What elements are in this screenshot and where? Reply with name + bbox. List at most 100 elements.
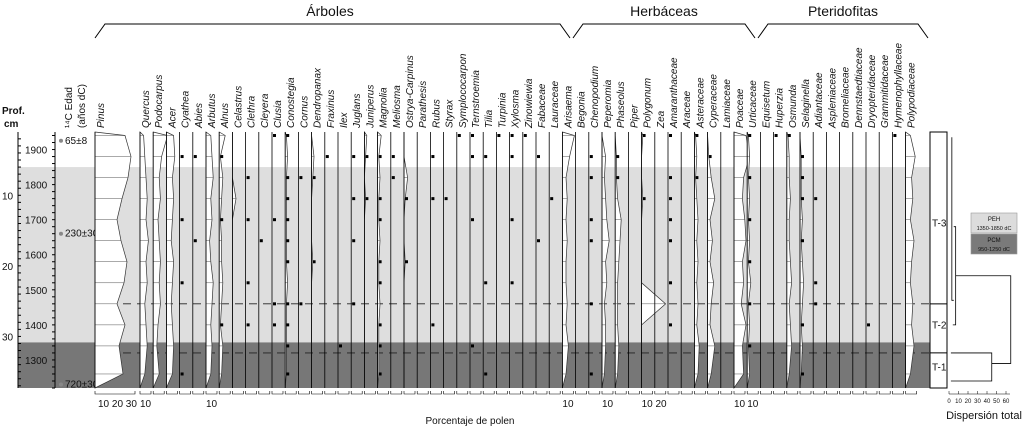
taxon-scale-bar (152, 391, 165, 395)
taxon-scale-bar (390, 391, 403, 395)
legend-label: PCM (987, 238, 1000, 244)
taxon-presence-dot (748, 176, 752, 180)
taxon-presence-dot (286, 218, 290, 222)
taxon-scale-bar (733, 391, 746, 395)
taxon-presence-dot (378, 281, 382, 285)
taxon-presence-dot (642, 134, 646, 138)
taxon-presence-dot (391, 176, 395, 180)
taxon-presence-dot (814, 281, 818, 285)
taxon-presence-dot (378, 260, 382, 264)
taxon-label: Fraxinus (326, 90, 337, 128)
group-bracket (94, 23, 571, 39)
taxon-scale-bar (799, 391, 812, 395)
group-label: Herbáceas (630, 3, 698, 19)
taxon-label: Tilia (484, 109, 495, 128)
taxon-label: Arbutus (207, 94, 218, 129)
taxon-presence-dot (497, 134, 501, 138)
taxon-scale-bar (548, 391, 561, 395)
taxon-presence-dot (801, 372, 804, 376)
taxon-label: Poaceae (735, 88, 746, 128)
taxon-scale-bar (166, 391, 178, 395)
taxon-label: Equisetum (761, 81, 772, 128)
taxon-presence-dot (405, 260, 408, 264)
taxon-label: Cyperaceae (709, 74, 720, 128)
taxon-label: Dendropanax (313, 67, 324, 128)
dendrogram-title: Dispersión total (946, 410, 1022, 422)
taxon-presence-dot (378, 323, 382, 327)
taxon-label: Dryopteridaceae (867, 54, 878, 128)
taxon-presence-dot (286, 197, 290, 201)
group-label: Pteridofitas (808, 3, 878, 19)
taxon-scale-bar (205, 391, 218, 395)
taxon-presence-dot (669, 323, 672, 327)
taxon-label: Juniperus (365, 85, 376, 129)
taxon-presence-dot (669, 134, 672, 138)
scale-label: 10 (734, 399, 746, 410)
taxon-presence-dot (299, 176, 303, 180)
taxon-presence-dot (365, 155, 369, 159)
taxon-presence-dot (220, 323, 224, 327)
scale-label: 10 20 30 (98, 399, 137, 410)
taxon-presence-dot (510, 134, 514, 138)
taxon-presence-dot (589, 155, 593, 159)
age-axis-unit: (años dC) (77, 84, 88, 128)
taxon-label: Dennstaedtiaceae (854, 47, 865, 128)
taxon-presence-dot (695, 176, 699, 180)
taxon-scale-bar (245, 391, 257, 395)
taxon-label: Turpinia (497, 92, 508, 128)
taxon-scale-bar (694, 391, 706, 395)
taxon-scale-bar (271, 391, 284, 395)
taxon-label: Quercus (141, 90, 152, 128)
taxon-label: Araceae (682, 90, 693, 129)
taxon-scale-bar (179, 391, 191, 395)
taxon-label: Podocarpus (154, 75, 165, 128)
taxon-presence-dot (669, 197, 672, 201)
taxon-label: Huperzia (775, 88, 786, 128)
taxon-scale-bar (469, 391, 482, 395)
taxon-label: Chenopodium (590, 66, 601, 128)
radiocarbon-date-marker (59, 231, 63, 236)
taxon-presence-dot (246, 218, 250, 222)
taxon-presence-dot (431, 197, 435, 201)
taxon-scale-bar (667, 391, 680, 395)
dendrogram-tick-label: 10 (955, 399, 962, 405)
taxon-presence-dot (286, 372, 290, 376)
taxon-scale-bar (878, 391, 891, 395)
taxon-presence-dot (669, 176, 672, 180)
taxon-label: Bromeliaceae (841, 66, 852, 128)
taxon-presence-dot (193, 239, 197, 243)
taxon-presence-dot (669, 239, 672, 243)
taxon-label: Symplococarpon (458, 53, 469, 128)
taxon-presence-dot (193, 155, 197, 159)
taxon-presence-dot (457, 134, 461, 138)
taxon-label: Rubus (431, 99, 442, 128)
taxon-scale-bar (839, 391, 851, 395)
taxon-presence-dot (589, 372, 593, 376)
taxon-scale-bar (614, 391, 627, 395)
legend-swatch-pcm (970, 233, 1018, 255)
taxon-presence-dot (589, 218, 593, 222)
scale-label: 10 20 (642, 399, 667, 410)
taxon-scale-bar (284, 391, 297, 395)
taxon-scale-bar (812, 391, 825, 395)
taxon-presence-dot (339, 344, 342, 348)
taxon-presence-dot (299, 302, 303, 306)
taxon-presence-dot (220, 218, 224, 222)
age-tick-label: 1400 (25, 321, 48, 332)
taxon-presence-dot (391, 155, 395, 159)
taxon-presence-dot (484, 281, 488, 285)
taxon-presence-dot (220, 155, 224, 159)
taxon-scale-bar (852, 391, 865, 395)
taxon-presence-dot (444, 197, 448, 201)
taxon-label: Hymenophyllaceae (893, 43, 904, 128)
taxon-scale-bar (443, 391, 455, 395)
taxon-presence-dot (273, 134, 276, 138)
taxon-label: Phaseolus (616, 81, 627, 128)
pollen-zone-label: T-3 (932, 219, 947, 230)
taxon-scale-bar (746, 391, 759, 395)
dendrogram-tick-label: 60 (1003, 399, 1010, 405)
taxon-scale-bar (575, 391, 587, 395)
scale-label: 10 (747, 399, 759, 410)
taxon-scale-bar (456, 391, 469, 395)
taxon-label: Magnolia (379, 87, 390, 128)
